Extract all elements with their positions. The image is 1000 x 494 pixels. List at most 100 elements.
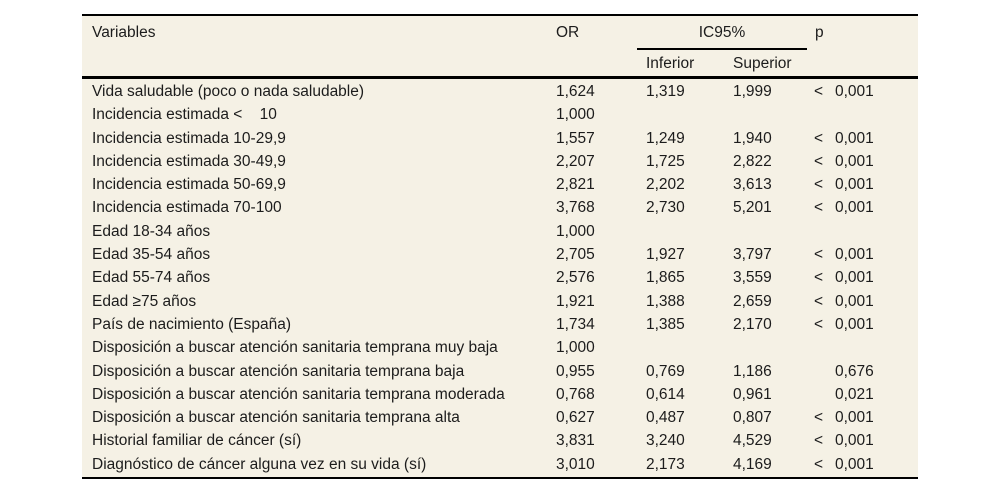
inferior-cell: 2,173 <box>646 455 685 473</box>
table-row: Edad 55-74 años 2,576 1,865 3,559 <0,001 <box>82 266 918 289</box>
variable-cell: Incidencia estimada < 10 <box>92 106 277 124</box>
table-row: Vida saludable (poco o nada saludable) 1,… <box>82 80 918 103</box>
variable-cell: Edad 35-54 años <box>92 246 211 264</box>
p-sign-cell: < <box>814 432 824 450</box>
superior-cell: 3,613 <box>733 176 772 194</box>
or-cell: 1,000 <box>556 222 595 240</box>
inferior-cell: 3,240 <box>646 432 685 450</box>
table-row: Disposición a buscar atención sanitaria … <box>82 360 918 383</box>
header-p: p <box>815 24 824 41</box>
or-cell: 3,010 <box>556 455 595 473</box>
p-value-cell: 0,001 <box>835 152 874 170</box>
or-cell: 1,921 <box>556 292 595 310</box>
inferior-cell: 1,725 <box>646 152 685 170</box>
inferior-cell: 1,319 <box>646 83 685 100</box>
superior-cell: 0,961 <box>733 385 772 403</box>
superior-cell: 1,940 <box>733 129 772 147</box>
table-row: País de nacimiento (España) 1,734 1,385 2,1… <box>82 313 918 336</box>
inferior-cell: 1,385 <box>646 315 685 333</box>
variable-cell: Disposición a buscar atención sanitaria … <box>92 339 498 357</box>
variable-cell: Incidencia estimada 70-100 <box>92 199 282 217</box>
table-row: Disposición a buscar atención sanitaria … <box>82 383 918 406</box>
variable-cell: Historial familiar de cáncer (sí) <box>92 432 302 450</box>
table-row: Incidencia estimada 10-29,9 1,557 1,249 1,9… <box>82 127 918 150</box>
inferior-cell: 2,730 <box>646 199 685 217</box>
or-cell: 0,955 <box>556 362 595 380</box>
table-row: Incidencia estimada 50-69,9 2,821 2,202 3,6… <box>82 173 918 196</box>
p-sign-cell: < <box>814 292 824 310</box>
table-body: Vida saludable (poco o nada saludable) 1,… <box>82 79 918 477</box>
table-row: Disposición a buscar atención sanitaria … <box>82 336 918 359</box>
p-sign-cell: < <box>814 129 824 147</box>
inferior-cell: 0,769 <box>646 362 685 380</box>
p-sign-cell: < <box>814 455 824 473</box>
header-variables: Variables <box>92 24 156 41</box>
table-row: Incidencia estimada < 10 1,000 <box>82 103 918 126</box>
p-value-cell: 0,001 <box>835 199 874 217</box>
or-cell: 1,557 <box>556 129 595 147</box>
table-row: Incidencia estimada 70-100 3,768 2,730 5,20… <box>82 196 918 219</box>
table-row: Edad 35-54 años 2,705 1,927 3,797 <0,001 <box>82 243 918 266</box>
variable-cell: Edad 18-34 años <box>92 222 211 240</box>
table-row: Edad 18-34 años 1,000 <box>82 220 918 243</box>
header-ic95: IC95% <box>698 24 746 41</box>
p-value-cell: 0,001 <box>835 83 874 100</box>
superior-cell: 5,201 <box>733 199 772 217</box>
variable-cell: Disposición a buscar atención sanitaria … <box>92 385 505 403</box>
p-sign-cell: < <box>814 409 824 427</box>
p-sign-cell: < <box>814 246 824 264</box>
superior-cell: 3,797 <box>733 246 772 264</box>
table-row: Historial familiar de cáncer (sí) 3,831 3,… <box>82 429 918 452</box>
inferior-cell: 1,388 <box>646 292 685 310</box>
or-cell: 1,734 <box>556 315 595 333</box>
inferior-cell: 1,865 <box>646 269 685 287</box>
or-cell: 1,000 <box>556 106 595 124</box>
variable-cell: Disposición a buscar atención sanitaria … <box>92 409 460 427</box>
or-cell: 1,624 <box>556 83 595 100</box>
variable-cell: Disposición a buscar atención sanitaria … <box>92 362 465 380</box>
superior-cell: 1,186 <box>733 362 772 380</box>
or-cell: 2,705 <box>556 246 595 264</box>
or-cell: 3,831 <box>556 432 595 450</box>
header-inferior: Inferior <box>646 55 695 72</box>
superior-cell: 0,807 <box>733 409 772 427</box>
variable-cell: Vida saludable (poco o nada saludable) <box>92 83 365 100</box>
p-sign-cell: < <box>814 176 824 194</box>
or-cell: 2,207 <box>556 152 595 170</box>
variable-cell: Incidencia estimada 10-29,9 <box>92 129 286 147</box>
or-cell: 3,768 <box>556 199 595 217</box>
p-value-cell: 0,001 <box>835 176 874 194</box>
inferior-cell: 1,249 <box>646 129 685 147</box>
or-cell: 2,576 <box>556 269 595 287</box>
superior-cell: 2,170 <box>733 315 772 333</box>
table-row: Edad ≥75 años 1,921 1,388 2,659 <0,001 <box>82 290 918 313</box>
p-sign-cell: < <box>814 199 824 217</box>
superior-cell: 4,529 <box>733 432 772 450</box>
or-cell: 0,627 <box>556 409 595 427</box>
results-table: Variables OR IC95% p Inferior Superior V… <box>82 14 918 480</box>
p-sign-cell: < <box>814 269 824 287</box>
p-value-cell: 0,001 <box>835 269 874 287</box>
superior-cell: 2,659 <box>733 292 772 310</box>
p-value-cell: 0,001 <box>835 129 874 147</box>
p-value-cell: 0,001 <box>835 292 874 310</box>
p-value-cell: 0,676 <box>835 362 874 380</box>
p-sign-cell: < <box>814 315 824 333</box>
p-sign-cell: < <box>814 152 824 170</box>
ic95-underline <box>637 48 807 50</box>
p-value-cell: 0,001 <box>835 455 874 473</box>
header-or: OR <box>556 24 580 41</box>
variable-cell: País de nacimiento (España) <box>92 315 292 333</box>
table-row: Incidencia estimada 30-49,9 2,207 1,725 2,8… <box>82 150 918 173</box>
or-cell: 0,768 <box>556 385 595 403</box>
inferior-cell: 1,927 <box>646 246 685 264</box>
table-row: Disposición a buscar atención sanitaria … <box>82 406 918 429</box>
variable-cell: Incidencia estimada 50-69,9 <box>92 176 286 194</box>
inferior-cell: 2,202 <box>646 176 685 194</box>
inferior-cell: 0,614 <box>646 385 685 403</box>
p-value-cell: 0,001 <box>835 432 874 450</box>
p-value-cell: 0,001 <box>835 315 874 333</box>
or-cell: 1,000 <box>556 339 595 357</box>
superior-cell: 1,999 <box>733 83 772 100</box>
